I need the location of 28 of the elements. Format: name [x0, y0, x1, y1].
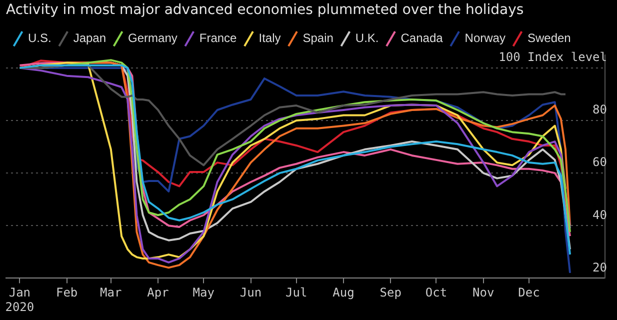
x-tick-label: Mar: [100, 286, 122, 300]
y-tick-label: 100 Index level: [498, 50, 607, 64]
x-tick-label: Oct: [425, 286, 448, 300]
legend-label: Japan: [73, 31, 106, 46]
x-tick-label: Feb: [56, 286, 78, 300]
y-tick-label: 60: [592, 155, 607, 170]
x-tick-label: Jun: [240, 286, 262, 300]
legend-label: Sweden: [527, 31, 571, 46]
y-tick-label: 40: [592, 208, 607, 222]
x-tick-label: Apr: [147, 286, 169, 300]
x-tick-label: Nov: [472, 286, 494, 300]
x-tick-label: Dec: [518, 286, 540, 300]
x-tick-label: May: [192, 286, 214, 300]
y-tick-label: 80: [592, 102, 607, 117]
legend-label: U.K.: [355, 31, 379, 46]
x-tick-label: Sep: [380, 286, 402, 300]
legend-label: France: [199, 31, 238, 46]
legend-label: Spain: [302, 31, 334, 46]
chart-title: Activity in most major advanced economies plummeted over the holidays: [6, 2, 524, 18]
x-tick-label: Jul: [286, 286, 308, 300]
legend-label: U.S.: [28, 31, 52, 46]
y-tick-label: 20: [592, 260, 607, 274]
legend-label: Italy: [258, 31, 281, 46]
x-tick-label: Jan 2020: [5, 286, 34, 314]
legend-label: Germany: [128, 31, 178, 46]
x-tick-label: Aug: [332, 286, 354, 300]
legend-label: Canada: [400, 31, 444, 46]
legend-label: Norway: [464, 31, 506, 46]
